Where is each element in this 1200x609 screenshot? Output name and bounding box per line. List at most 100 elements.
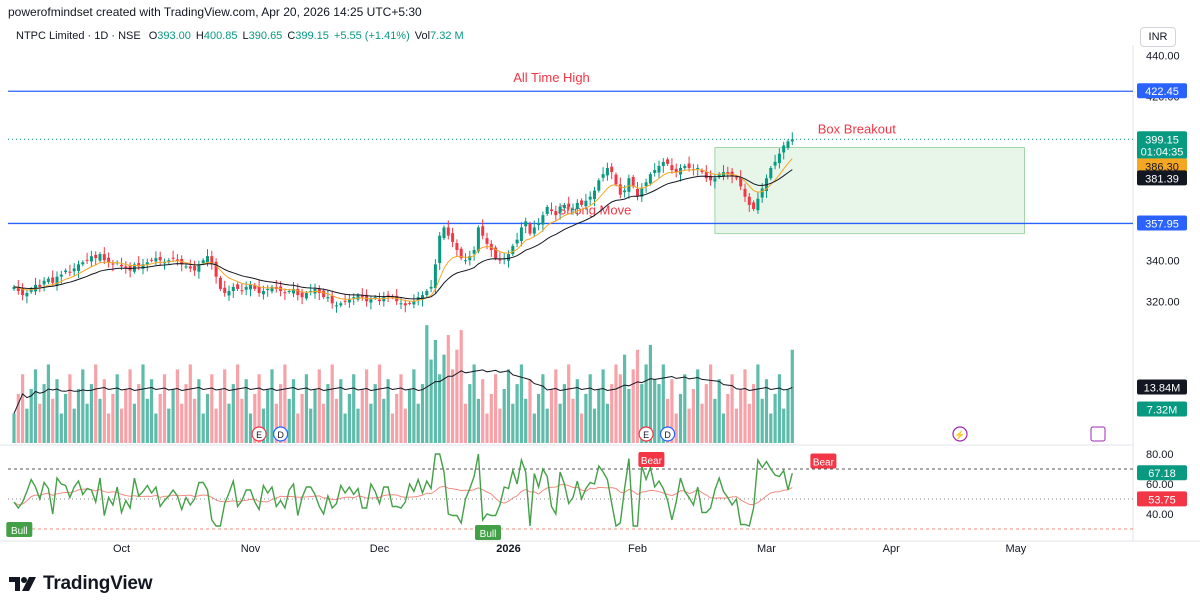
volume-bar — [790, 349, 794, 443]
tradingview-logo-icon — [9, 577, 36, 591]
rsi-signal-badge — [6, 522, 33, 537]
volume-bar — [635, 349, 640, 443]
volume-bar — [408, 389, 412, 443]
candle-body — [16, 286, 20, 291]
candle-body — [773, 161, 777, 166]
candle-body — [562, 204, 566, 209]
volume-bar — [739, 389, 743, 443]
candle-body — [640, 188, 644, 197]
volume-bar — [614, 364, 618, 443]
time-tick-label: 2026 — [496, 543, 520, 555]
candle-body — [339, 303, 343, 306]
candle-body — [193, 265, 197, 271]
candle-body — [511, 245, 515, 255]
volume-bar — [666, 398, 670, 443]
volume-bar — [59, 413, 63, 443]
event-marker — [638, 426, 654, 442]
volume-bar — [158, 393, 162, 443]
candle-body — [98, 254, 102, 261]
volume-bar — [605, 403, 609, 443]
volume-bar — [515, 384, 519, 443]
volume-bar — [102, 379, 106, 443]
candle-body — [472, 250, 476, 254]
candle-body — [666, 159, 670, 164]
symbol-title[interactable]: NTPC Limited · 1D · NSE — [16, 30, 141, 42]
volume-bar — [399, 374, 403, 443]
volume-bar — [644, 364, 648, 443]
box-breakout-annotation: Box Breakout — [818, 122, 896, 137]
price-tick-label: 340.00 — [1146, 255, 1180, 267]
volume-bar — [524, 398, 528, 443]
open-label: O — [148, 30, 158, 42]
volume-bar — [128, 369, 132, 443]
volume-bar — [231, 384, 235, 443]
volume-bar — [717, 379, 721, 443]
time-tick-label: Apr — [883, 543, 900, 555]
support-price-label-bg — [1137, 215, 1187, 231]
volume-bar — [261, 408, 265, 443]
candle-body — [670, 165, 674, 171]
open-value: 393.00 — [157, 30, 191, 42]
candle-body — [464, 260, 467, 262]
candle-body — [507, 254, 510, 261]
candle-body — [257, 286, 261, 294]
candle-body — [618, 184, 622, 195]
tradingview-logo[interactable]: TradingView — [9, 573, 153, 595]
volume-bar — [674, 413, 678, 443]
low-value: 390.65 — [248, 30, 283, 42]
volume-bar — [451, 369, 455, 443]
volume-bar — [107, 413, 111, 443]
volume-bar — [279, 384, 283, 443]
rsi-signal-badge — [638, 452, 665, 467]
candle-body — [571, 209, 575, 210]
rsi-signal-label: Bull — [480, 529, 497, 540]
volume-bar — [743, 369, 747, 443]
ema-slow-label-bg — [1137, 170, 1187, 186]
candle-body — [760, 188, 764, 198]
candle-body — [597, 180, 601, 191]
volume-bar — [119, 408, 124, 443]
candle-body — [704, 172, 708, 179]
currency-button[interactable]: INR — [1140, 27, 1176, 47]
volume-bar — [403, 408, 407, 443]
candle-body — [322, 290, 326, 298]
candle-body — [412, 301, 416, 305]
candle-body — [743, 188, 747, 197]
volume-bar — [476, 398, 480, 443]
rsi-value-label: 67.18 — [1148, 468, 1176, 480]
volume-bar — [218, 389, 222, 443]
event-marker-label: D — [277, 430, 284, 440]
candle-body — [111, 263, 115, 265]
candle-body — [266, 288, 270, 290]
volume-bar — [713, 398, 717, 443]
volume-bar — [446, 335, 450, 443]
volume-bar — [145, 398, 149, 443]
ath-price-label: 422.45 — [1145, 86, 1179, 98]
candle-body — [786, 141, 790, 148]
volume-bar — [700, 403, 704, 443]
candle-body — [167, 260, 171, 263]
candle-body — [734, 177, 738, 179]
change-value: +5.55 (+1.41%) — [333, 30, 410, 42]
volume-bar — [197, 379, 201, 443]
volume-bar — [597, 389, 601, 443]
volume-label: Vol — [414, 30, 431, 42]
volume-bar — [167, 408, 171, 443]
candle-body — [77, 264, 80, 271]
volume-bar — [678, 393, 683, 443]
candle-body — [38, 284, 42, 287]
volume-bar — [696, 369, 700, 443]
candle-body — [94, 254, 98, 259]
candle-body — [476, 227, 480, 252]
rsi-tick-label: 80.00 — [1146, 449, 1174, 461]
volume-bar — [627, 389, 631, 443]
candle-body — [661, 161, 665, 166]
candle-body — [683, 165, 687, 168]
volume-bar — [42, 384, 46, 443]
volume-bar — [64, 393, 68, 443]
volume-bar — [687, 408, 691, 443]
candle-body — [231, 286, 235, 291]
volume-bar — [330, 364, 334, 443]
candle-body — [601, 174, 605, 178]
